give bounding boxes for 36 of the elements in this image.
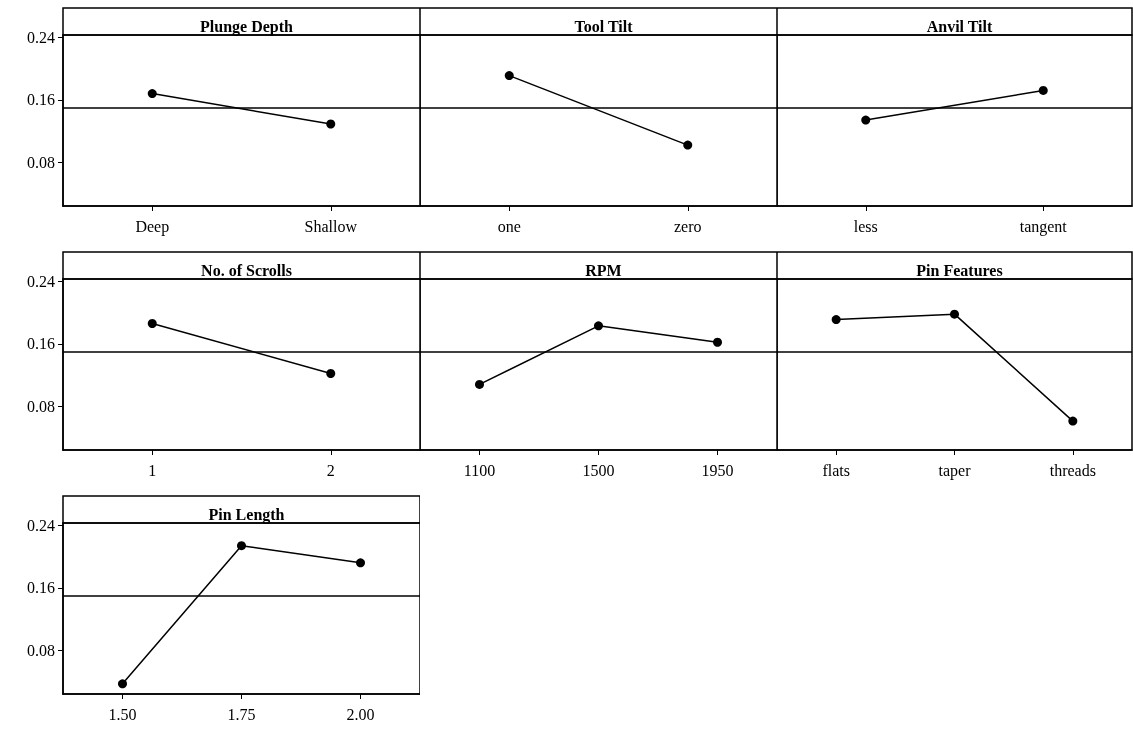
x-tick-label: 1950 — [701, 461, 734, 479]
x-tick-label: 2 — [326, 461, 335, 479]
point — [118, 679, 127, 689]
x-tick-label: 2.00 — [346, 705, 375, 723]
x-tick-label: Deep — [135, 217, 170, 236]
x-tick-label: taper — [938, 461, 972, 480]
y-tick-label: 0.08 — [27, 153, 55, 171]
x-tick-label: tangent — [1019, 217, 1068, 236]
x-tick-label: 1100 — [463, 461, 496, 479]
x-tick-label: Shallow — [304, 217, 358, 235]
y-tick-label: 0.24 — [27, 516, 55, 534]
x-tick-label: threads — [1049, 461, 1096, 479]
point — [237, 541, 246, 551]
y-tick-label: 0.08 — [27, 641, 55, 659]
y-tick-label: 0.16 — [27, 91, 55, 109]
x-tick-label: flats — [822, 461, 850, 479]
x-tick-label: one — [497, 217, 521, 235]
x-tick-label: 1500 — [582, 461, 615, 479]
point — [356, 558, 365, 568]
x-tick-label: 1 — [148, 461, 157, 479]
chart-title: Plunge Depth — [200, 17, 294, 36]
x-tick-label: 1.50 — [108, 705, 137, 723]
chart-title: Anvil Tilt — [926, 17, 993, 35]
y-tick-label: 0.16 — [27, 335, 55, 353]
x-tick-label: less — [853, 217, 878, 235]
chart-title: Pin Length — [208, 505, 285, 524]
y-tick-label: 0.16 — [27, 579, 55, 597]
y-tick-label: 0.24 — [27, 272, 55, 290]
x-tick-label: 1.75 — [227, 705, 256, 723]
chart-title: Tool Tilt — [574, 17, 634, 35]
chart-title: No. of Scrolls — [201, 261, 292, 279]
chart-title: Pin Features — [916, 261, 1003, 279]
chart-title: RPM — [585, 261, 622, 279]
y-tick-label: 0.24 — [27, 28, 55, 46]
x-tick-label: zero — [673, 217, 702, 235]
y-tick-label: 0.08 — [27, 397, 55, 415]
